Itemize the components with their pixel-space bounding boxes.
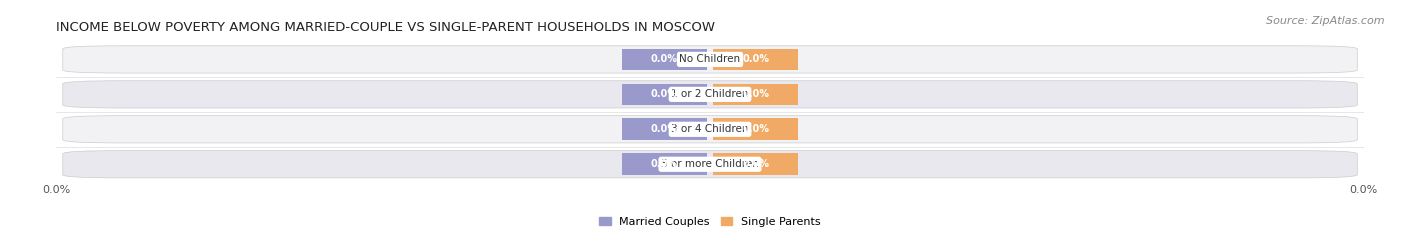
Text: 0.0%: 0.0% <box>651 89 678 99</box>
Legend: Married Couples, Single Parents: Married Couples, Single Parents <box>595 212 825 231</box>
Text: 0.0%: 0.0% <box>742 89 769 99</box>
Text: 0.0%: 0.0% <box>742 159 769 169</box>
Bar <box>713 49 799 70</box>
Text: Source: ZipAtlas.com: Source: ZipAtlas.com <box>1267 16 1385 26</box>
Text: 0.0%: 0.0% <box>742 55 769 64</box>
Bar <box>621 118 707 140</box>
FancyBboxPatch shape <box>63 116 1357 143</box>
Bar <box>713 154 799 175</box>
Bar <box>621 154 707 175</box>
Text: 0.0%: 0.0% <box>651 124 678 134</box>
Text: 0.0%: 0.0% <box>651 159 678 169</box>
Text: 0.0%: 0.0% <box>651 55 678 64</box>
Bar <box>713 84 799 105</box>
Text: No Children: No Children <box>679 55 741 64</box>
FancyBboxPatch shape <box>63 81 1357 108</box>
Text: 5 or more Children: 5 or more Children <box>661 159 759 169</box>
Text: INCOME BELOW POVERTY AMONG MARRIED-COUPLE VS SINGLE-PARENT HOUSEHOLDS IN MOSCOW: INCOME BELOW POVERTY AMONG MARRIED-COUPL… <box>56 21 716 34</box>
Text: 3 or 4 Children: 3 or 4 Children <box>671 124 749 134</box>
Bar <box>621 84 707 105</box>
Text: 0.0%: 0.0% <box>742 124 769 134</box>
FancyBboxPatch shape <box>63 151 1357 178</box>
Text: 1 or 2 Children: 1 or 2 Children <box>671 89 749 99</box>
FancyBboxPatch shape <box>63 46 1357 73</box>
Bar <box>713 118 799 140</box>
Bar <box>621 49 707 70</box>
